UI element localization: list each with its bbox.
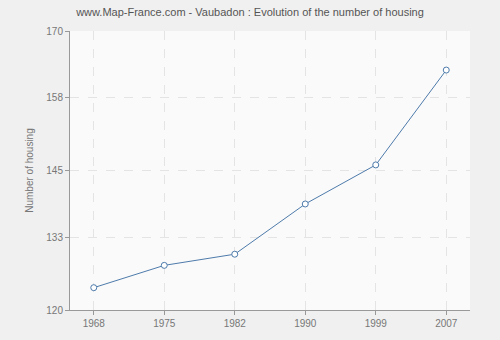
svg-text:158: 158 bbox=[46, 92, 63, 103]
svg-text:145: 145 bbox=[46, 165, 63, 176]
svg-text:170: 170 bbox=[46, 26, 63, 37]
svg-text:120: 120 bbox=[46, 305, 63, 316]
svg-text:Number of housing: Number of housing bbox=[24, 128, 35, 213]
svg-text:1975: 1975 bbox=[153, 318, 176, 329]
svg-text:1990: 1990 bbox=[294, 318, 317, 329]
svg-text:1982: 1982 bbox=[224, 318, 247, 329]
svg-text:1968: 1968 bbox=[83, 318, 106, 329]
svg-text:1999: 1999 bbox=[365, 318, 388, 329]
svg-text:www.Map-France.com - Vaubadon: www.Map-France.com - Vaubadon : Evolutio… bbox=[75, 6, 424, 18]
svg-text:133: 133 bbox=[46, 232, 63, 243]
svg-text:2007: 2007 bbox=[435, 318, 458, 329]
